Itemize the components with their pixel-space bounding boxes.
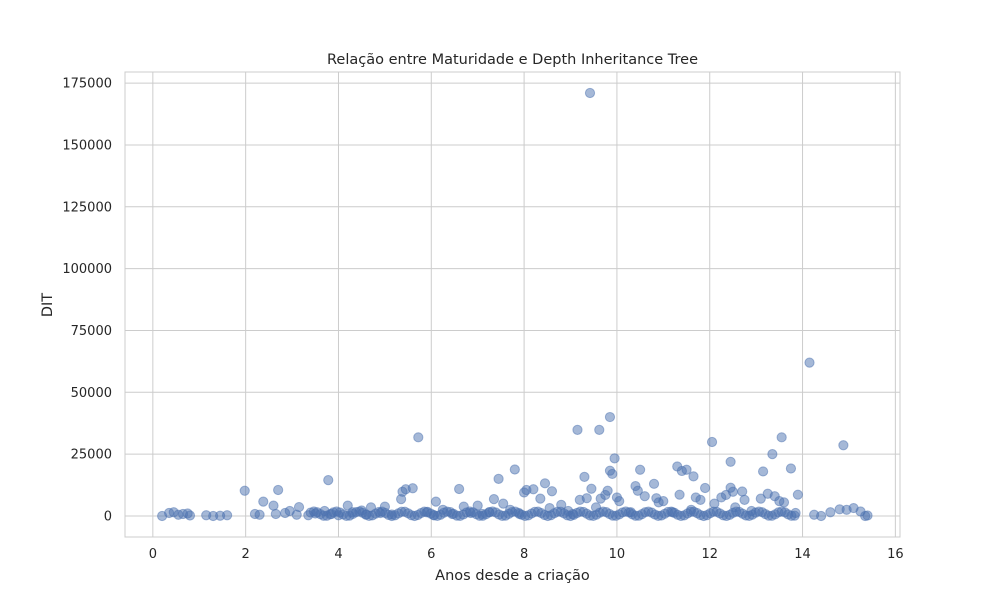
data-point xyxy=(838,440,849,451)
data-point xyxy=(725,456,736,467)
data-point xyxy=(674,489,685,500)
data-point xyxy=(184,510,196,521)
data-point xyxy=(635,464,646,475)
data-point xyxy=(430,496,442,507)
y-tick-label: 25000 xyxy=(71,448,112,463)
y-tick-label: 50000 xyxy=(71,386,112,401)
data-point xyxy=(825,507,836,518)
data-point xyxy=(609,453,620,464)
data-point xyxy=(535,493,546,504)
x-tick-labels: 0 2 4 6 8 10 12 14 16 xyxy=(149,547,904,562)
data-point xyxy=(498,498,509,509)
data-point xyxy=(681,464,692,475)
data-point xyxy=(699,482,711,494)
data-point xyxy=(639,491,650,502)
data-point xyxy=(584,87,596,99)
data-point xyxy=(695,494,706,505)
data-point xyxy=(594,424,605,435)
data-point xyxy=(632,485,643,496)
data-point xyxy=(778,497,790,508)
x-tick-label: 10 xyxy=(609,547,626,562)
data-point xyxy=(727,486,739,497)
data-point xyxy=(755,493,766,504)
y-tick-label: 150000 xyxy=(62,138,112,153)
data-point xyxy=(488,494,500,505)
data-point xyxy=(602,485,613,496)
data-point xyxy=(648,478,660,489)
data-point xyxy=(293,501,305,513)
data-point xyxy=(816,510,827,522)
data-point xyxy=(454,483,465,495)
data-point xyxy=(407,483,418,494)
y-tick-label: 0 xyxy=(104,509,112,524)
data-point xyxy=(273,484,284,496)
x-tick-label: 14 xyxy=(794,547,811,562)
data-point xyxy=(792,489,804,500)
data-point xyxy=(737,486,748,497)
grid xyxy=(125,72,900,537)
data-point xyxy=(222,510,233,521)
data-point xyxy=(604,411,616,423)
data-point xyxy=(706,436,718,448)
data-point xyxy=(254,509,265,520)
data-point xyxy=(268,500,279,511)
data-point xyxy=(688,471,699,482)
data-point xyxy=(323,475,334,486)
data-points xyxy=(157,87,873,522)
y-axis-label: DIT xyxy=(40,293,56,317)
y-tick-label: 175000 xyxy=(62,77,112,92)
plot-frame xyxy=(124,71,901,538)
data-point xyxy=(586,483,597,494)
data-point xyxy=(413,432,424,443)
x-tick-label: 4 xyxy=(334,547,342,562)
data-point xyxy=(493,473,504,484)
data-point xyxy=(758,466,769,477)
data-point xyxy=(804,357,815,368)
data-point xyxy=(528,484,539,495)
data-point xyxy=(258,496,269,507)
x-tick-label: 16 xyxy=(887,547,904,562)
x-tick-label: 2 xyxy=(242,547,250,562)
y-tick-label: 100000 xyxy=(62,262,112,277)
x-tick-label: 12 xyxy=(701,547,718,562)
data-point xyxy=(739,494,750,505)
data-point xyxy=(579,471,590,482)
x-tick-label: 0 xyxy=(149,547,157,562)
x-tick-label: 8 xyxy=(520,547,528,562)
x-axis-label: Anos desde a criação xyxy=(435,568,590,584)
data-point xyxy=(539,478,551,489)
data-point xyxy=(658,496,669,507)
data-point xyxy=(614,496,625,507)
data-point xyxy=(270,508,281,520)
data-point xyxy=(509,464,520,475)
data-point xyxy=(862,510,873,521)
data-point xyxy=(789,510,800,521)
y-tick-label: 75000 xyxy=(71,324,112,339)
chart-title: Relação entre Maturidade e Depth Inherit… xyxy=(327,52,698,68)
data-point xyxy=(767,449,778,460)
data-point xyxy=(572,424,583,435)
data-point xyxy=(776,432,787,443)
x-tick-label: 6 xyxy=(427,547,435,562)
y-tick-label: 125000 xyxy=(62,200,112,215)
data-point xyxy=(239,485,250,496)
y-tick-labels: 0 25000 50000 75000 100000 125000 150000 175000 xyxy=(62,77,112,525)
data-point xyxy=(785,463,797,474)
data-point xyxy=(546,486,558,497)
data-point xyxy=(581,493,592,504)
data-point xyxy=(607,468,618,480)
